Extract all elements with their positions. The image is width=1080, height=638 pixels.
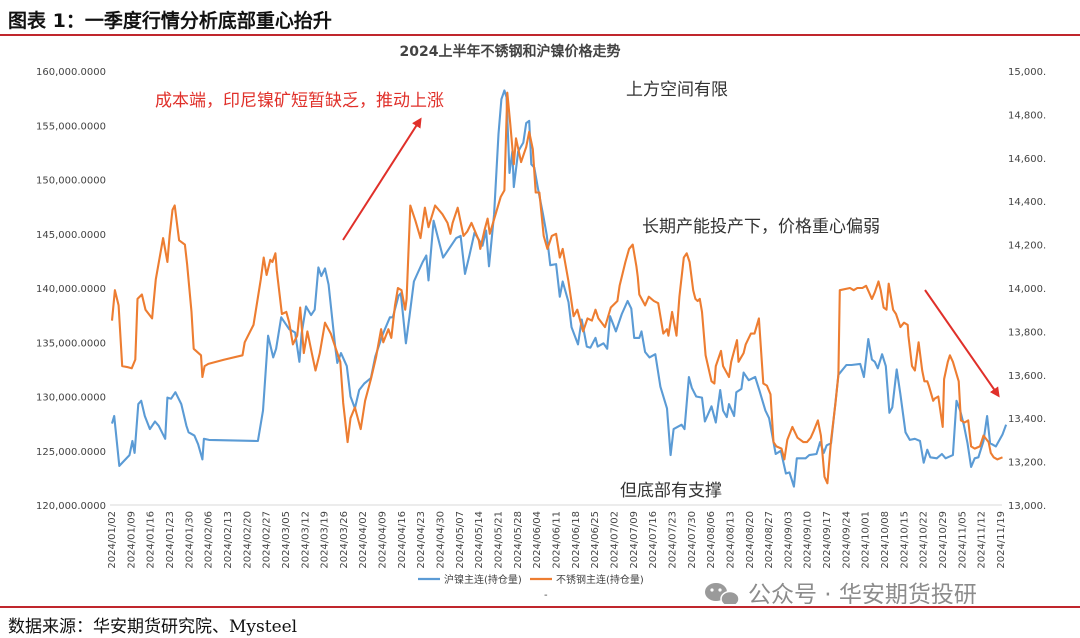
annotation-long-term-weak: 长期产能投产下，价格重心偏弱 [642,217,880,237]
y-left-tick-label: 140,000.0000 [36,284,106,295]
x-tick-label: 2024/08/27 [764,511,775,569]
source-note: 数据来源：华安期货研究院、Mysteel [8,617,298,637]
chart-title: 2024上半年不锈钢和沪镍价格走势 [400,43,621,60]
x-tick-label: 2024/03/19 [320,511,331,569]
x-tick-label: 2024/09/24 [841,511,852,569]
y-right-tick-label: 14,400. [1008,197,1046,208]
x-tick-label: 2024/07/23 [667,511,678,569]
arrow-down-icon [924,289,1000,398]
top-divider [0,34,1080,36]
legend-label-nickel: 沪镍主连(持仓量) [444,573,522,586]
x-tick-label: 2024/10/08 [880,511,891,569]
y-right-tick-label: 13,000. [1008,501,1046,512]
wechat-icon [705,583,740,604]
x-tick-label: 2024/04/16 [397,511,408,569]
x-tick-label: 2024/06/11 [552,511,563,569]
x-tick-label: 2024/04/09 [378,511,389,569]
x-tick-label: 2024/04/02 [358,511,369,569]
y-right-tick-label: 14,000. [1008,284,1046,295]
x-tick-label: 2024/06/04 [532,511,543,569]
annotation-cost-side: 成本端，印尼镍矿短暂缺乏，推动上涨 [155,91,444,111]
x-tick-label: 2024/10/01 [861,511,872,569]
annotation-upside-limited: 上方空间有限 [626,80,728,100]
x-tick-label: 2024/03/05 [281,511,292,569]
x-tick-label: 2024/07/02 [609,511,620,569]
x-tick-label: 2024/01/16 [146,511,157,569]
legend-dash: - [544,590,548,601]
y-left-tick-label: 120,000.0000 [36,501,106,512]
x-tick-label: 2024/08/13 [725,511,736,569]
y-right-tick-label: 13,200. [1008,458,1046,469]
y-right-tick-label: 15,000. [1008,67,1046,78]
x-tick-label: 2024/07/16 [648,511,659,569]
nickel-series-line [110,89,1008,488]
x-tick-label: 2024/09/17 [822,511,833,569]
x-tick-label: 2024/05/07 [455,511,466,569]
x-tick-label: 2024/02/13 [223,511,234,569]
x-tick-label: 2024/04/30 [436,511,447,569]
y-left-tick-label: 125,000.0000 [36,447,106,458]
legend: 沪镍主连(持仓量) 不锈钢主连(持仓量) - [418,573,644,601]
y-right-tick-label: 14,200. [1008,241,1046,252]
x-tick-label: 2024/11/05 [957,511,968,569]
price-trend-chart: 120,000.0000 125,000.0000 130,000.0000 135,… [36,43,1046,604]
x-tick-label: 2024/08/20 [745,511,756,569]
x-tick-label: 2024/05/14 [474,511,485,569]
y-right-tick-label: 14,600. [1008,154,1046,165]
x-tick-label: 2024/09/03 [783,511,794,569]
y-right-tick-label: 13,400. [1008,414,1046,425]
x-tick-label: 2024/10/15 [899,511,910,569]
x-tick-label: 2024/02/20 [242,511,253,569]
y-left-tick-label: 160,000.0000 [36,67,106,78]
x-tick-label: 2024/04/23 [416,511,427,569]
legend-label-stainless: 不锈钢主连(持仓量) [556,573,644,586]
x-tick-label: 2024/02/27 [262,511,273,569]
x-tick-label: 2024/06/25 [590,511,601,569]
y-left-tick-label: 145,000.0000 [36,230,106,241]
watermark-text: 公众号 · 华安期货投研 [748,582,977,604]
x-tick-label: 2024/02/06 [204,511,215,569]
x-tick-label: 2024/10/22 [919,511,930,569]
y-left-tick-label: 135,000.0000 [36,338,106,349]
x-tick-label: 2024/10/29 [938,511,949,569]
x-tick-label: 2024/09/10 [803,511,814,569]
x-tick-label: 2024/05/28 [513,511,524,569]
figure-title: 图表 1：一季度行情分析底部重心抬升 [8,10,332,32]
y-left-tick-label: 130,000.0000 [36,393,106,404]
y-right-tick-label: 13,800. [1008,327,1046,338]
x-tick-label: 2024/01/23 [165,511,176,569]
bottom-divider [0,606,1080,608]
stainless-series-line [110,91,1003,485]
annotation-bottom-support: 但底部有支撑 [620,481,722,501]
x-tick-label: 2024/08/06 [706,511,717,569]
x-tick-label: 2024/06/18 [571,511,582,569]
y-left-tick-label: 155,000.0000 [36,121,106,132]
watermark: 公众号 · 华安期货投研 [705,582,977,604]
x-tick-label: 2024/11/12 [977,511,988,569]
x-tick-label: 2024/03/12 [300,511,311,569]
x-tick-label: 2024/01/30 [184,511,195,569]
x-tick-label: 2024/03/26 [339,511,350,569]
x-tick-label: 2024/11/19 [996,511,1007,569]
x-tick-label: 2024/01/02 [107,511,118,569]
arrow-up-icon [342,117,422,241]
x-tick-label: 2024/05/21 [494,511,505,569]
x-tick-label: 2024/01/09 [126,511,137,569]
x-tick-label: 2024/07/09 [629,511,640,569]
x-tick-label: 2024/07/30 [687,511,698,569]
y-right-tick-label: 13,600. [1008,371,1046,382]
y-left-tick-label: 150,000.0000 [36,176,106,187]
y-right-tick-label: 14,800. [1008,110,1046,121]
